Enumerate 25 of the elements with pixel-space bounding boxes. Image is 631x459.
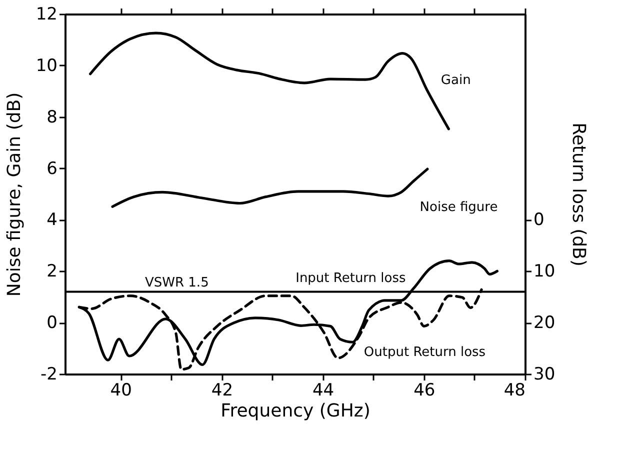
y-tick-label: 12: [36, 4, 58, 24]
x-tick-label: 44: [312, 380, 334, 400]
y-tick-label: 10: [36, 56, 58, 76]
series-label: Output Return loss: [364, 345, 486, 360]
y2-axis-title: Return loss (dB): [568, 122, 590, 266]
series-label: Input Return loss: [296, 271, 406, 286]
y2-tick-label: 20: [534, 313, 556, 334]
x-tick-label: 40: [110, 380, 132, 400]
x-tick-label: 46: [414, 380, 436, 400]
y-tick-label: -2: [40, 364, 58, 384]
y-tick-label: 6: [46, 158, 58, 179]
y-tick-label: 4: [46, 210, 58, 230]
ref-line-label: VSWR 1.5: [145, 276, 209, 291]
y2-tick-label: 10: [534, 262, 556, 282]
y-axis-title: Noise figure, Gain (dB): [4, 92, 25, 297]
y2-tick-label: 30: [534, 364, 556, 384]
y-tick-label: 8: [46, 107, 58, 128]
y2-tick-label: 0: [534, 210, 544, 230]
series-label: Noise figure: [420, 200, 498, 215]
series-label: Gain: [440, 72, 471, 88]
y-tick-label: 2: [46, 262, 58, 282]
y-tick-label: 0: [46, 313, 58, 334]
x-tick-label: 42: [211, 380, 234, 400]
x-axis-title: Frequency (GHz): [220, 400, 370, 422]
x-tick-label: 48: [504, 380, 526, 400]
